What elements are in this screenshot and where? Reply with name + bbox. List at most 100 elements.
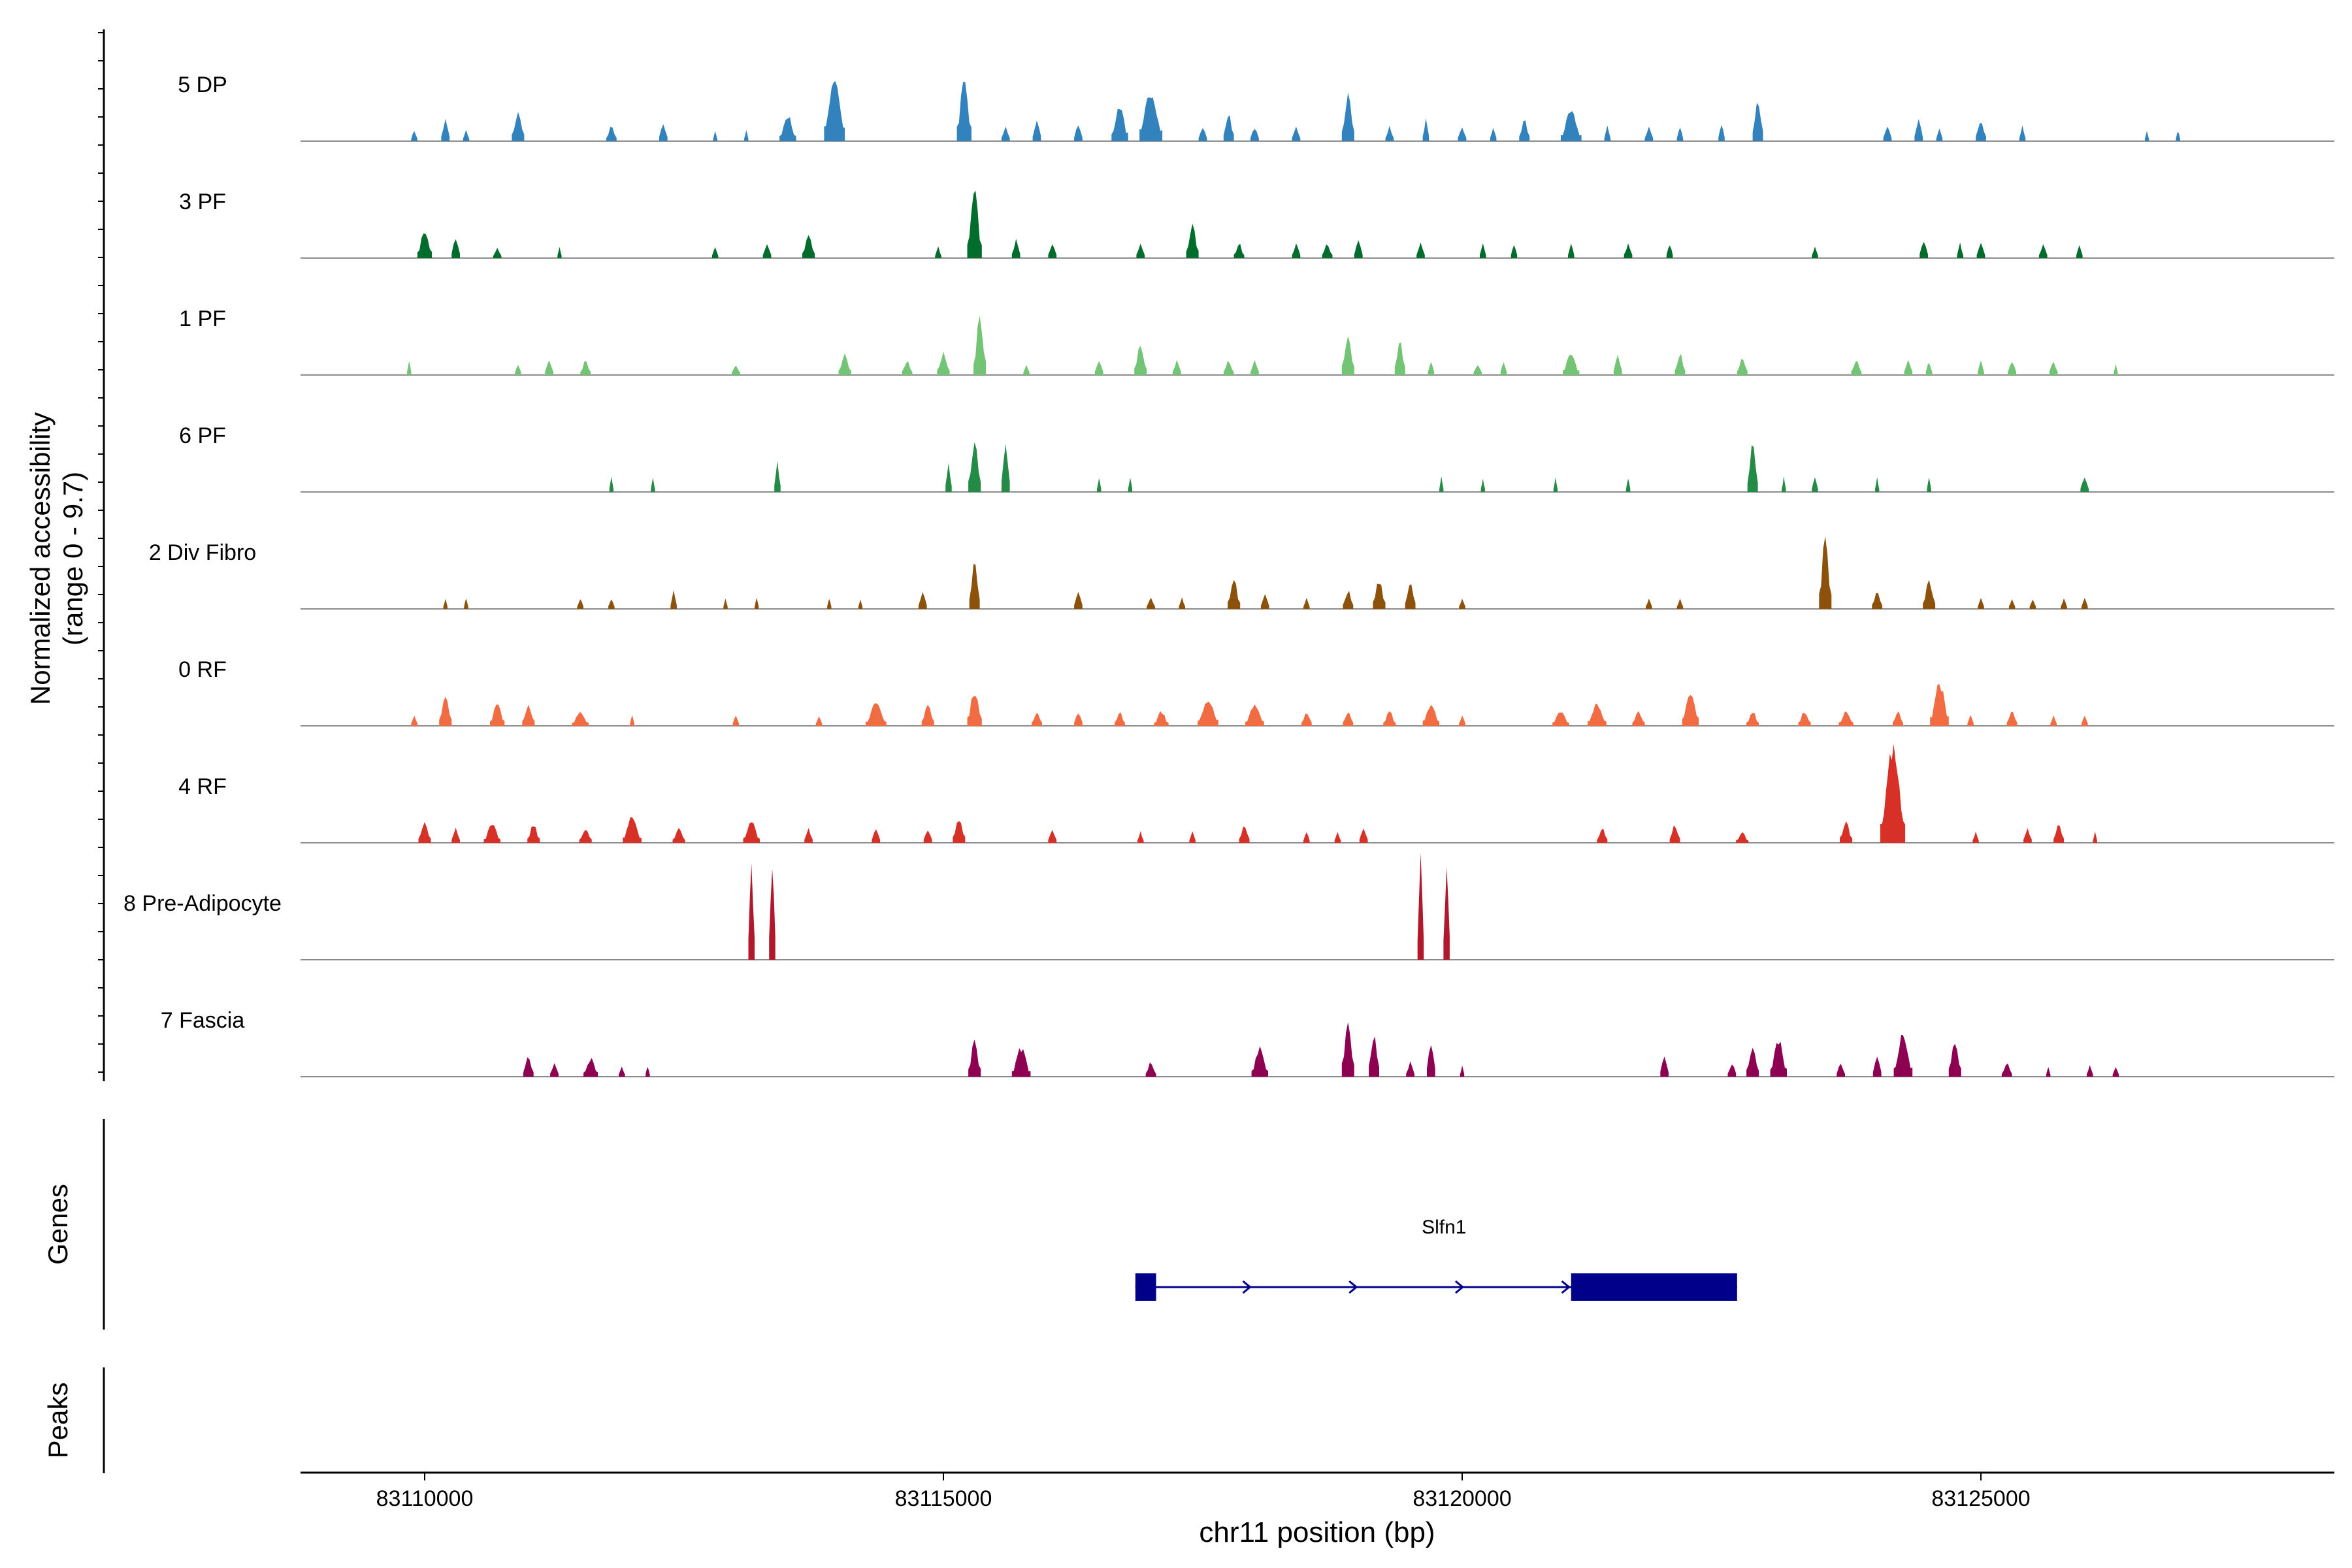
coverage-peak bbox=[1669, 825, 1680, 843]
coverage-peak bbox=[490, 704, 505, 726]
coverage-peak bbox=[762, 244, 772, 258]
coverage-peak bbox=[1427, 1045, 1435, 1077]
x-axis-label: chr11 position (bp) bbox=[1199, 1516, 1435, 1548]
coverage-peak bbox=[2114, 364, 2118, 375]
coverage-peak bbox=[1422, 705, 1440, 726]
coverage-peak bbox=[1588, 704, 1607, 726]
coverage-peak bbox=[1923, 580, 1936, 609]
coverage-peak bbox=[1737, 359, 1748, 375]
coverage-peak bbox=[1147, 597, 1155, 609]
track-5-dp: 5 DP bbox=[178, 73, 2334, 142]
coverage-peak bbox=[1459, 715, 1465, 726]
coverage-peak bbox=[1405, 584, 1416, 609]
coverage-peak bbox=[1978, 360, 1984, 375]
coverage-peak bbox=[1893, 711, 1903, 726]
coverage-peak bbox=[1883, 126, 1892, 141]
coverage-peak bbox=[1172, 359, 1181, 375]
coverage-peak bbox=[1625, 478, 1631, 492]
coverage-peak bbox=[1604, 125, 1611, 141]
coverage-peak bbox=[748, 863, 755, 960]
coverage-peak bbox=[439, 696, 452, 726]
y-axis-range-label: (range 0 - 9.7) bbox=[57, 472, 88, 645]
coverage-peak bbox=[2082, 715, 2088, 726]
track-label: 0 RF bbox=[178, 657, 227, 682]
coverage-peak bbox=[651, 478, 655, 492]
coverage-peak bbox=[1674, 353, 1686, 375]
coverage-peak bbox=[1904, 359, 1913, 375]
coverage-peak bbox=[418, 822, 431, 843]
strand-arrow bbox=[1242, 1280, 1252, 1294]
coverage-peak bbox=[802, 235, 815, 258]
coverage-peak bbox=[1676, 598, 1684, 609]
coverage-peak bbox=[583, 1058, 598, 1077]
coverage-peak bbox=[1893, 1034, 1913, 1077]
track-8-pre-adipocyte: 8 Pre-Adipocyte bbox=[123, 853, 2334, 960]
coverage-peak bbox=[713, 131, 717, 141]
coverage-peak bbox=[953, 821, 966, 843]
coverage-peak bbox=[956, 82, 972, 141]
coverage-peak bbox=[1957, 242, 1963, 258]
track-2-div-fibro: 2 Div Fibro bbox=[149, 536, 2334, 610]
coverage-peak bbox=[2082, 598, 2088, 609]
coverage-peak bbox=[672, 828, 685, 843]
coverage-peak bbox=[2093, 831, 2097, 843]
coverage-peak bbox=[1682, 694, 1699, 726]
coverage-peak bbox=[1948, 1043, 1961, 1077]
coverage-peak bbox=[1094, 361, 1103, 375]
coverage-peak bbox=[1422, 118, 1429, 141]
coverage-peak bbox=[1812, 246, 1818, 258]
coverage-peak bbox=[1746, 1047, 1759, 1077]
coverage-peak bbox=[1341, 93, 1354, 141]
track-6-pf: 6 PF bbox=[179, 423, 2334, 493]
coverage-peak bbox=[2112, 1067, 2119, 1077]
coverage-peak bbox=[417, 233, 433, 258]
track-7-fascia: 7 Fascia bbox=[161, 1008, 2334, 1077]
coverage-peak bbox=[1198, 702, 1218, 726]
coverage-peak bbox=[1128, 478, 1132, 492]
coverage-peak bbox=[923, 830, 932, 843]
coverage-peak bbox=[1048, 244, 1057, 258]
coverage-peak bbox=[973, 316, 987, 375]
coverage-peak bbox=[464, 598, 468, 609]
coverage-peak bbox=[1383, 711, 1396, 726]
coverage-peak bbox=[1239, 826, 1250, 843]
coverage-peak bbox=[1115, 712, 1125, 726]
coverage-peak bbox=[2001, 1063, 2012, 1077]
coverage-peak bbox=[1840, 821, 1853, 843]
coverage-peak bbox=[1301, 713, 1312, 726]
coverage-peak bbox=[407, 361, 412, 375]
coverage-peak bbox=[815, 716, 823, 726]
coverage-peak bbox=[1459, 598, 1465, 609]
coverage-peak bbox=[2050, 715, 2057, 726]
coverage-peak bbox=[1145, 1062, 1156, 1077]
coverage-peak bbox=[1343, 712, 1354, 726]
coverage-peak bbox=[1343, 591, 1354, 609]
track-label: 1 PF bbox=[179, 306, 226, 331]
coverage-peak bbox=[1369, 1036, 1379, 1077]
x-tick-label: 83125000 bbox=[1931, 1486, 2030, 1511]
coverage-peak bbox=[1919, 242, 1928, 258]
coverage-peak bbox=[1718, 125, 1725, 141]
coverage-peak bbox=[838, 353, 851, 375]
coverage-peak bbox=[2029, 599, 2036, 609]
coverage-peak bbox=[1930, 684, 1949, 726]
x-axis-ticks: 83110000 83115000 83120000 83125000 bbox=[376, 1473, 2031, 1511]
coverage-peak bbox=[743, 822, 760, 843]
coverage-peak bbox=[1875, 477, 1880, 492]
track-label: 7 Fascia bbox=[161, 1008, 245, 1033]
coverage-peak bbox=[1385, 125, 1394, 141]
coverage-peak bbox=[1032, 713, 1042, 726]
coverage-peak bbox=[463, 129, 470, 141]
coverage-peak bbox=[1660, 1056, 1669, 1077]
coverage-peak bbox=[921, 704, 934, 726]
coverage-peak bbox=[2046, 1067, 2051, 1077]
gene-name-label: Slfn1 bbox=[1422, 1217, 1466, 1238]
coverage-peak bbox=[411, 131, 417, 141]
coverage-peak bbox=[1872, 1056, 1882, 1077]
coverage-peak bbox=[1011, 1048, 1031, 1077]
coverage-y-ticks bbox=[98, 32, 104, 1073]
coverage-peak bbox=[619, 1066, 625, 1077]
coverage-peak bbox=[968, 1039, 981, 1077]
coverage-peak bbox=[1428, 361, 1435, 375]
